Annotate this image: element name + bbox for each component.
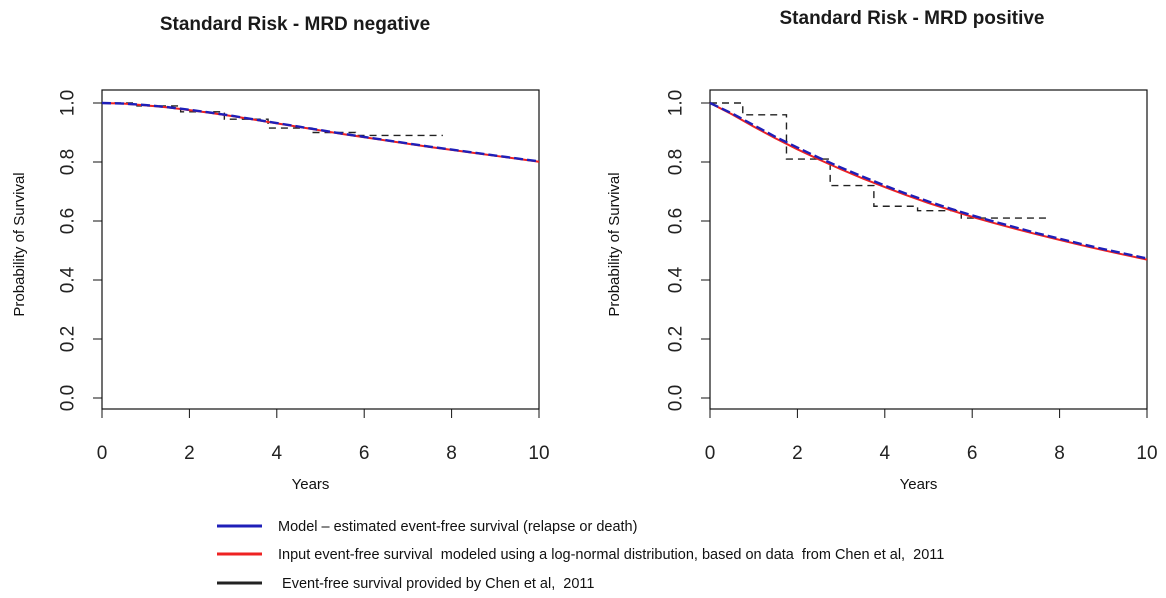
x-tick-label: 4 bbox=[880, 443, 891, 464]
x-tick-label: 6 bbox=[359, 443, 370, 464]
y-tick-label: 0.2 bbox=[666, 326, 687, 352]
y-axis-label: Probability of Survival bbox=[606, 172, 623, 316]
x-tick-label: 6 bbox=[967, 443, 978, 464]
series-line-input bbox=[101, 102, 540, 163]
chart-title: Standard Risk - MRD positive bbox=[780, 8, 1045, 29]
series-line-observed bbox=[102, 102, 443, 137]
x-tick-label: 8 bbox=[1054, 443, 1065, 464]
chart-panel-1: Standard Risk - MRD negative 0 2 4 6 8 10 0.0 0.… bbox=[11, 14, 550, 493]
x-tick-label: 2 bbox=[184, 443, 195, 464]
chart-panel-2: Standard Risk - MRD positive 0 2 4 6 8 10 0.0 0.… bbox=[606, 8, 1158, 493]
series-line-model bbox=[101, 101, 540, 163]
legend-label-observed: Event-free survival provided by Chen et … bbox=[278, 576, 595, 592]
series-line-input bbox=[709, 102, 1148, 261]
x-axis-label: Years bbox=[292, 476, 330, 493]
legend-label-input: Input event-free survival modeled using … bbox=[278, 547, 944, 563]
y-tick-label: 0.8 bbox=[58, 149, 79, 175]
y-axis-label: Probability of Survival bbox=[11, 172, 28, 316]
y-tick-label: 0.4 bbox=[666, 266, 687, 293]
plot-frame bbox=[101, 89, 540, 410]
x-tick-label: 2 bbox=[792, 443, 803, 464]
x-axis-label: Years bbox=[900, 476, 938, 493]
y-tick-label: 0.4 bbox=[58, 266, 79, 293]
chart-title: Standard Risk - MRD negative bbox=[160, 14, 430, 35]
x-tick-label: 10 bbox=[528, 443, 549, 464]
x-tick-label: 0 bbox=[705, 443, 716, 464]
y-tick-label: 0.6 bbox=[666, 208, 687, 234]
y-tick-label: 0.0 bbox=[666, 385, 687, 411]
plot-frame bbox=[709, 89, 1148, 410]
y-tick-label: 0.6 bbox=[58, 208, 79, 234]
series-line-model bbox=[709, 101, 1148, 260]
legend-label-model: Model – estimated event-free survival (r… bbox=[278, 519, 637, 535]
series-line-observed bbox=[710, 102, 1049, 219]
y-tick-label: 0.8 bbox=[666, 149, 687, 175]
y-tick-label: 1.0 bbox=[58, 90, 79, 116]
x-tick-label: 4 bbox=[272, 443, 283, 464]
x-tick-label: 8 bbox=[446, 443, 457, 464]
x-tick-label: 10 bbox=[1136, 443, 1157, 464]
y-tick-label: 1.0 bbox=[666, 90, 687, 116]
legend: Model – estimated event-free survival (r… bbox=[217, 519, 944, 592]
y-tick-label: 0.0 bbox=[58, 385, 79, 411]
x-tick-label: 0 bbox=[97, 443, 108, 464]
y-tick-label: 0.2 bbox=[58, 326, 79, 352]
